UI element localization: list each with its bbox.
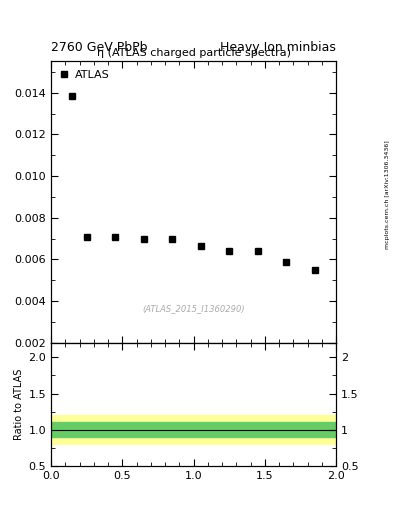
Title: η (ATLAS charged particle spectra): η (ATLAS charged particle spectra) <box>97 48 290 58</box>
Line: ATLAS: ATLAS <box>70 93 318 273</box>
Text: (ATLAS_2015_I1360290): (ATLAS_2015_I1360290) <box>142 305 245 313</box>
ATLAS <box>170 236 174 242</box>
Text: Heavy Ion minbias: Heavy Ion minbias <box>220 41 336 54</box>
ATLAS <box>312 267 317 273</box>
ATLAS <box>284 259 288 265</box>
ATLAS <box>141 236 146 242</box>
ATLAS <box>255 248 260 254</box>
Text: mcplots.cern.ch [arXiv:1306.3436]: mcplots.cern.ch [arXiv:1306.3436] <box>385 140 389 249</box>
ATLAS <box>227 248 231 254</box>
Y-axis label: Ratio to ATLAS: Ratio to ATLAS <box>14 369 24 440</box>
ATLAS <box>113 233 118 240</box>
ATLAS <box>84 233 89 240</box>
Text: 2760 GeV PbPb: 2760 GeV PbPb <box>51 41 148 54</box>
ATLAS <box>198 243 203 249</box>
Legend: ATLAS: ATLAS <box>57 67 112 83</box>
ATLAS <box>70 93 75 99</box>
